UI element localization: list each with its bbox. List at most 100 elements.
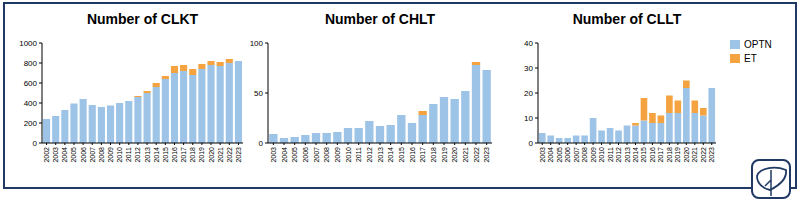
x-tick	[542, 143, 543, 145]
y-tick-label: 0	[33, 139, 38, 148]
bar	[355, 128, 363, 143]
bar	[397, 115, 405, 116]
legend: OPTNET	[730, 39, 772, 64]
x-tick-label: 2006	[302, 147, 309, 163]
x-tick-label: 2004	[281, 147, 288, 163]
bar	[700, 116, 707, 144]
x-tick	[550, 143, 551, 145]
x-tick	[294, 143, 295, 145]
bar	[323, 133, 331, 134]
bar	[198, 64, 205, 69]
bar	[116, 103, 123, 143]
bar	[641, 98, 648, 121]
x-tick	[147, 143, 148, 145]
bar	[451, 99, 459, 143]
x-tick-label: 2020	[451, 147, 458, 163]
y-tick-label: 200	[24, 119, 38, 128]
bar	[483, 70, 491, 71]
bar	[162, 79, 169, 143]
bar	[144, 91, 151, 93]
x-tick-label: 2012	[366, 147, 373, 163]
bar	[692, 113, 699, 143]
x-tick-label: 2018	[666, 147, 673, 163]
bar	[573, 135, 580, 136]
y-tick	[39, 83, 42, 84]
bar	[98, 107, 105, 143]
x-tick-label: 2009	[590, 147, 597, 163]
x-tick-label: 2014	[387, 147, 394, 163]
x-tick-label: 2007	[313, 147, 320, 163]
bar	[171, 73, 178, 143]
x-tick-label: 2013	[377, 147, 384, 163]
y-tick-label: 800	[24, 59, 38, 68]
x-tick	[73, 143, 74, 145]
bar	[590, 118, 597, 143]
x-tick	[686, 143, 687, 145]
chart-title: Number of CLKT	[87, 11, 199, 27]
x-tick-label: 2007	[89, 147, 96, 163]
y-tick	[39, 63, 42, 64]
x-tick-label: 2005	[556, 147, 563, 163]
x-tick-label: 2017	[419, 147, 426, 163]
x-tick	[711, 143, 712, 145]
bar	[107, 105, 114, 106]
bar	[98, 107, 105, 108]
bar	[61, 110, 68, 111]
bar	[301, 135, 309, 143]
x-tick-label: 2006	[564, 147, 571, 163]
bar	[649, 123, 656, 143]
bar	[658, 123, 665, 143]
x-tick-label: 2007	[573, 147, 580, 163]
bar	[615, 130, 622, 131]
bar	[365, 121, 373, 122]
bar	[624, 125, 631, 126]
x-tick	[433, 143, 434, 145]
x-tick	[422, 143, 423, 145]
x-tick-label: 2014	[632, 147, 639, 163]
bar	[116, 103, 123, 104]
bar	[52, 116, 59, 143]
bar	[291, 137, 299, 138]
x-tick-label: 2021	[691, 147, 698, 163]
panel: Number of CLLT01020304020032004200520062…	[524, 11, 772, 163]
x-tick-label: 2003	[52, 147, 59, 163]
bar	[344, 128, 352, 129]
bar	[708, 88, 715, 89]
bar	[408, 123, 416, 143]
x-tick-label: 2023	[708, 147, 715, 163]
y-tick-label: 20	[524, 89, 533, 98]
bar	[134, 97, 141, 143]
x-tick	[601, 143, 602, 145]
x-tick	[694, 143, 695, 145]
bar	[472, 62, 480, 65]
bar	[355, 128, 363, 129]
chart-title: Number of CLLT	[573, 11, 682, 27]
x-tick	[380, 143, 381, 145]
legend-label: ET	[744, 53, 757, 64]
x-tick	[559, 143, 560, 145]
x-tick	[137, 143, 138, 145]
x-tick	[652, 143, 653, 145]
x-tick	[454, 143, 455, 145]
y-tick-label: 40	[524, 39, 533, 48]
x-tick-label: 2021	[462, 147, 469, 163]
bar	[598, 131, 605, 144]
bar	[235, 61, 242, 62]
x-tick-label: 2010	[116, 147, 123, 163]
x-tick-label: 2008	[323, 147, 330, 163]
y-tick-label: 0	[529, 139, 534, 148]
bar	[269, 134, 277, 143]
x-tick	[220, 143, 221, 145]
bar	[89, 105, 96, 143]
bar	[598, 130, 605, 131]
x-tick-label: 2022	[473, 147, 480, 163]
bar	[564, 138, 571, 139]
x-tick	[183, 143, 184, 145]
x-tick	[128, 143, 129, 145]
outer-frame	[4, 3, 796, 188]
x-tick	[627, 143, 628, 145]
x-tick-label: 2023	[235, 147, 242, 163]
y-tick-label: 30	[524, 64, 533, 73]
x-tick	[348, 143, 349, 145]
x-tick-label: 2023	[483, 147, 490, 163]
